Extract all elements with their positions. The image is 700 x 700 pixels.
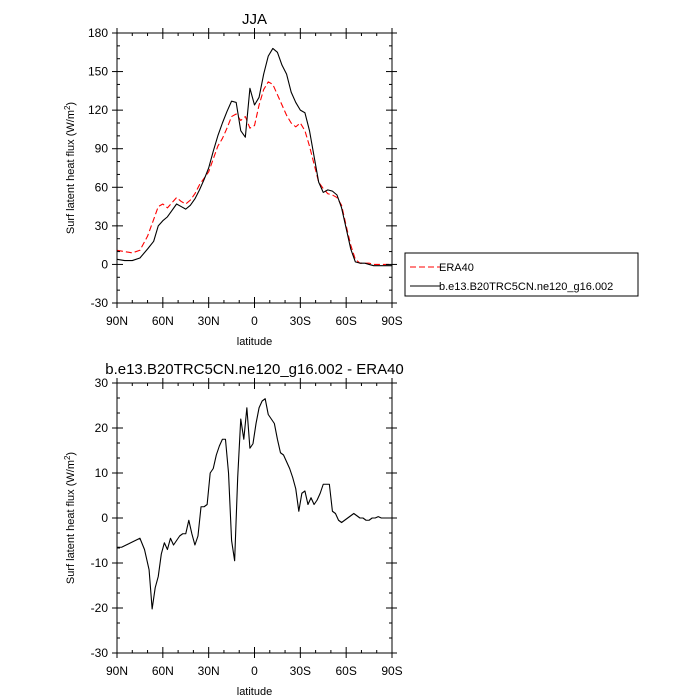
chart2-xtick-label: 90N bbox=[106, 664, 128, 678]
chart1-y-axis-label: Surf latent heat flux (W/m2) bbox=[63, 102, 77, 234]
chart1-xtick-label: 30N bbox=[198, 314, 220, 328]
chart1-xtick-label: 60S bbox=[335, 314, 356, 328]
chart2-series-1-line bbox=[117, 398, 392, 610]
chart2-ytick-label: -30 bbox=[91, 646, 109, 660]
chart1-plot-frame bbox=[116, 32, 393, 304]
chart1-ytick-label: 120 bbox=[88, 103, 108, 117]
chart1-series-1-line bbox=[116, 81, 392, 265]
chart2-x-axis-label: latitude bbox=[237, 686, 272, 698]
chart2-xtick-label: 90S bbox=[381, 664, 402, 678]
chart2-title: b.e13.B20TRC5CN.ne120_g16.002 - ERA40 bbox=[105, 361, 404, 378]
chart1-group: JJA -30 0 30 60 90 120 150 180 90N 60N 30N 0 30S 60S 90… bbox=[63, 11, 639, 348]
chart2-ytick-label: 20 bbox=[95, 421, 109, 435]
chart1-series-2-line bbox=[116, 47, 392, 267]
chart1-x-axis-label: latitude bbox=[237, 336, 272, 348]
chart1-legend-label-1: ERA40 bbox=[439, 262, 474, 274]
chart2-plot-frame bbox=[116, 382, 393, 654]
chart1-xtick-label: 30S bbox=[290, 314, 311, 328]
chart2-ytick-label: 10 bbox=[95, 466, 109, 480]
chart1-xtick-label: 0 bbox=[251, 314, 258, 328]
chart1-ytick-label: 30 bbox=[95, 219, 109, 233]
chart1-xtick-label: 90N bbox=[106, 314, 128, 328]
chart2-group: b.e13.B20TRC5CN.ne120_g16.002 - ERA40 -30… bbox=[63, 361, 404, 698]
chart2-xtick-label: 30N bbox=[198, 664, 220, 678]
chart2-y-axis-label: Surf latent heat flux (W/m2) bbox=[63, 452, 77, 584]
chart2-ytick-label: -10 bbox=[91, 556, 109, 570]
chart1-xtick-label: 60N bbox=[152, 314, 174, 328]
chart1-title: JJA bbox=[242, 11, 267, 28]
chart2-xtick-label: 0 bbox=[251, 664, 258, 678]
chart1-ytick-label: -30 bbox=[91, 296, 109, 310]
chart2-xtick-label: 60S bbox=[335, 664, 356, 678]
chart2-ytick-label: 30 bbox=[95, 376, 109, 390]
chart1-ytick-label: 60 bbox=[95, 180, 109, 194]
chart2-xtick-label: 30S bbox=[290, 664, 311, 678]
chart1-legend-label-2: b.e13.B20TRC5CN.ne120_g16.002 bbox=[439, 281, 613, 293]
chart1-xtick-label: 90S bbox=[381, 314, 402, 328]
chart1-ytick-label: 90 bbox=[95, 142, 109, 156]
chart1-ytick-label: 180 bbox=[88, 26, 108, 40]
chart2-ytick-label: -20 bbox=[91, 601, 109, 615]
chart2-xtick-label: 60N bbox=[152, 664, 174, 678]
chart1-ytick-label: 0 bbox=[101, 257, 108, 271]
chart1-legend-box bbox=[404, 252, 639, 297]
chart1-legend: ERA40 b.e13.B20TRC5CN.ne120_g16.002 bbox=[404, 252, 639, 297]
chart1-ytick-label: 150 bbox=[88, 65, 108, 79]
chart2-ytick-label: 0 bbox=[101, 511, 108, 525]
